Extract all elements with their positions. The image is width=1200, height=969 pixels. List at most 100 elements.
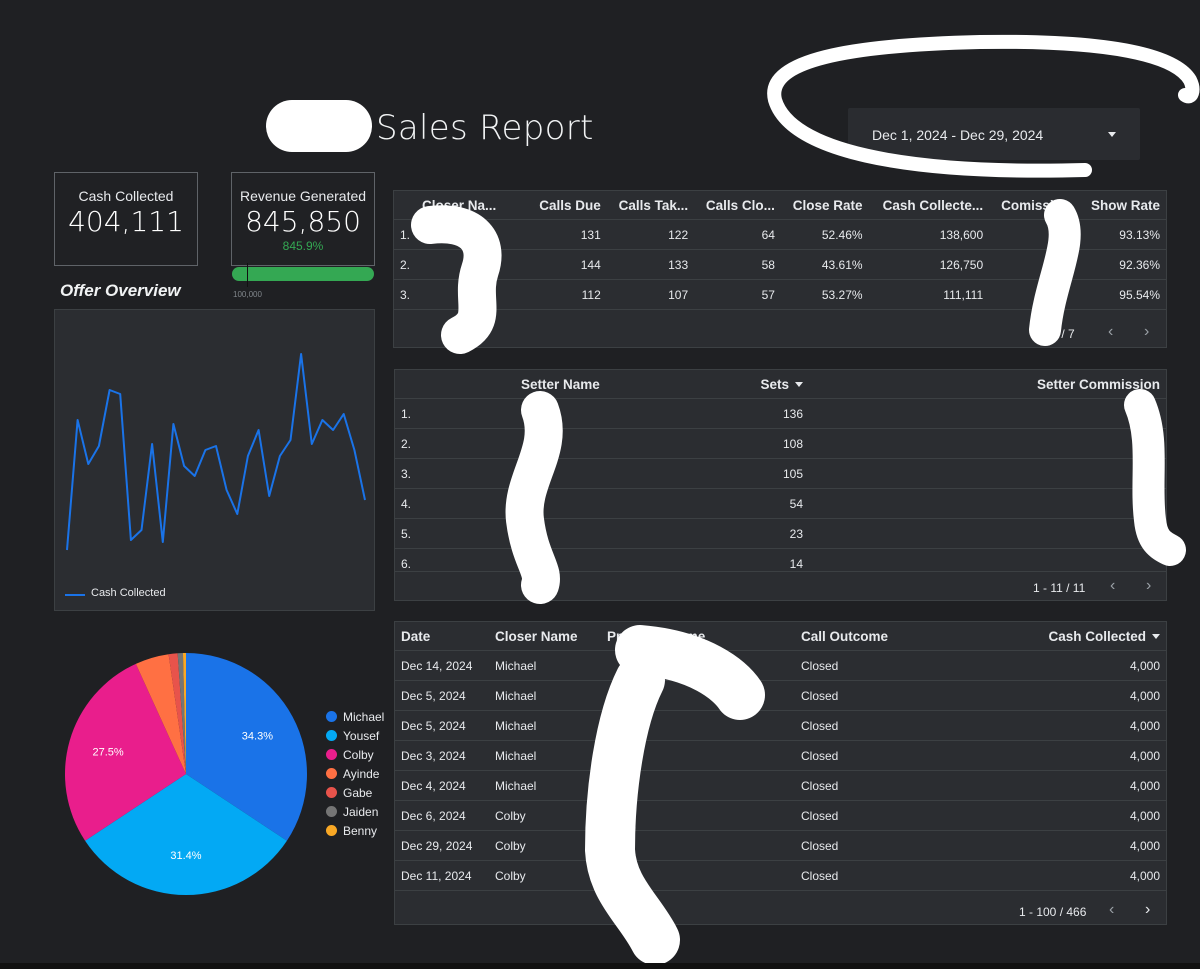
kpi-value: 845,850 [245,205,361,238]
col-closer-name[interactable]: Closer Name [495,628,578,644]
col-calls-due[interactable]: Calls Due [539,197,601,213]
chevron-left-icon[interactable]: ‹ [1110,577,1116,594]
col-cash-label: Cash Collected [1048,628,1146,644]
date-range-picker[interactable]: Dec 1, 2024 - Dec 29, 2024 [848,108,1140,160]
setter-table: Setter Name Sets Setter Commission 1. 136… [395,370,1166,578]
chevron-left-icon[interactable]: ‹ [1108,323,1114,340]
cell: 4,000 [960,710,1166,741]
cell: Dec 14, 2024 [395,650,489,681]
table-row[interactable]: 1. 131 122 64 52.46% 138,600 93.13% [394,219,1166,250]
cell: Closed [795,740,961,771]
cell: 14 [687,548,809,578]
cell: Closed [795,650,961,681]
cell: 92.36% [1079,249,1166,280]
row-index: 3. [395,458,421,489]
legend-item-jaiden[interactable]: Jaiden [326,802,384,821]
cell: Dec 5, 2024 [395,680,489,711]
cell: Michael [489,740,601,771]
pie-chart: 34.3% 31.4% 27.5% [64,653,307,895]
pie-slice-ayinde[interactable] [135,654,186,774]
chevron-right-icon[interactable]: › [1146,577,1152,594]
legend-item-ayinde[interactable]: Ayinde [326,764,384,783]
col-calls-taken[interactable]: Calls Tak... [618,197,689,213]
cell: Dec 29, 2024 [395,830,489,861]
pie-slice-colby[interactable] [64,663,186,841]
col-cash-collected[interactable]: Cash Collecte... [882,197,984,213]
kpi-label: Cash Collected [78,188,174,204]
col-setter-name[interactable]: Setter Name [521,376,600,392]
legend-label: Benny [343,823,378,838]
legend-swatch [326,806,337,817]
col-call-outcome[interactable]: Call Outcome [801,628,889,644]
cell: 122 [606,219,695,250]
cell: 23 [687,518,809,549]
legend-swatch [326,768,337,779]
col-setter-commission[interactable]: Setter Commission [1036,376,1160,392]
redaction-mark [505,391,563,604]
legend-label: Yousef [343,728,380,743]
pie-slice-yousef[interactable] [85,774,287,895]
legend-item-colby[interactable]: Colby [326,745,384,764]
chevron-left-icon[interactable]: ‹ [1109,901,1115,918]
cell: Colby [489,800,601,831]
table-row[interactable]: 5. 23 [395,518,1166,549]
redaction-mark [411,205,502,354]
table-row[interactable]: 1. 136 [395,398,1166,429]
setter-table-footer: 1 - 11 / 11 ‹ › [395,571,1166,602]
pie-data-label: 34.3% [242,731,273,743]
pager-range: 1 - 11 / 11 [1033,581,1086,595]
pie-data-label: 31.4% [170,850,201,862]
table-row[interactable]: Dec 6, 2024 Colby Closed 4,000 [395,800,1166,831]
col-close-rate[interactable]: Close Rate [792,197,863,213]
col-date[interactable]: Date [401,628,431,644]
table-row[interactable]: Dec 5, 2024 Michael Closed 4,000 [395,680,1166,711]
cell: 4,000 [960,830,1166,861]
pie-legend: Michael Yousef Colby Ayinde Gabe Jaiden Benny [326,707,384,840]
legend-item-benny[interactable]: Benny [326,821,384,840]
table-row[interactable]: 4. 54 [395,488,1166,519]
table-row[interactable]: 6. 14 [395,548,1166,578]
cell: 54 [687,488,809,519]
pie-slice-michael[interactable] [186,653,307,841]
col-sets[interactable]: Sets [687,370,809,399]
revenue-progress-bar [232,267,374,281]
table-row[interactable]: Dec 11, 2024 Colby Closed 4,000 [395,860,1166,891]
cell: 64 [694,219,781,250]
cell: 107 [606,279,695,310]
redaction-mark [767,34,1200,178]
row-index: 6. [395,548,421,578]
legend-label: Gabe [343,785,373,800]
legend-swatch [326,730,337,741]
legend-item-yousef[interactable]: Yousef [326,726,384,745]
legend-item-michael[interactable]: Michael [326,707,384,726]
chevron-right-icon[interactable]: › [1144,323,1150,340]
table-row[interactable]: 2. 144 133 58 43.61% 126,750 92.36% [394,249,1166,280]
cell: 4,000 [960,740,1166,771]
cell: 52.46% [780,219,869,250]
offer-overview-heading: Offer Overview [60,281,181,300]
legend-item-gabe[interactable]: Gabe [326,783,384,802]
legend-label: Michael [343,709,385,724]
cell: Michael [489,650,601,681]
redaction-mark [266,100,372,152]
legend-swatch [326,711,337,722]
col-cash-collected[interactable]: Cash Collected [960,622,1166,651]
cell: 111,111 [868,279,990,310]
table-row[interactable]: Dec 5, 2024 Michael Closed 4,000 [395,710,1166,741]
pie-slice-gabe[interactable] [168,653,186,774]
page-title: Sales Report [376,108,594,148]
pie-slice-jaiden[interactable] [177,653,186,774]
legend-swatch [326,749,337,760]
pie-slice-benny[interactable] [182,653,186,774]
col-calls-closed[interactable]: Calls Clo... [705,197,775,213]
cell: Dec 11, 2024 [395,860,489,891]
redaction-mark [584,625,765,965]
line-series-cash-collected [66,353,366,551]
row-index: 2. [395,428,421,459]
cell: Closed [795,830,961,861]
chevron-down-icon [1108,132,1116,137]
cell: 4,000 [960,650,1166,681]
legend-label: Colby [343,747,374,762]
chevron-right-icon[interactable]: › [1145,901,1151,918]
col-show-rate[interactable]: Show Rate [1090,197,1160,213]
